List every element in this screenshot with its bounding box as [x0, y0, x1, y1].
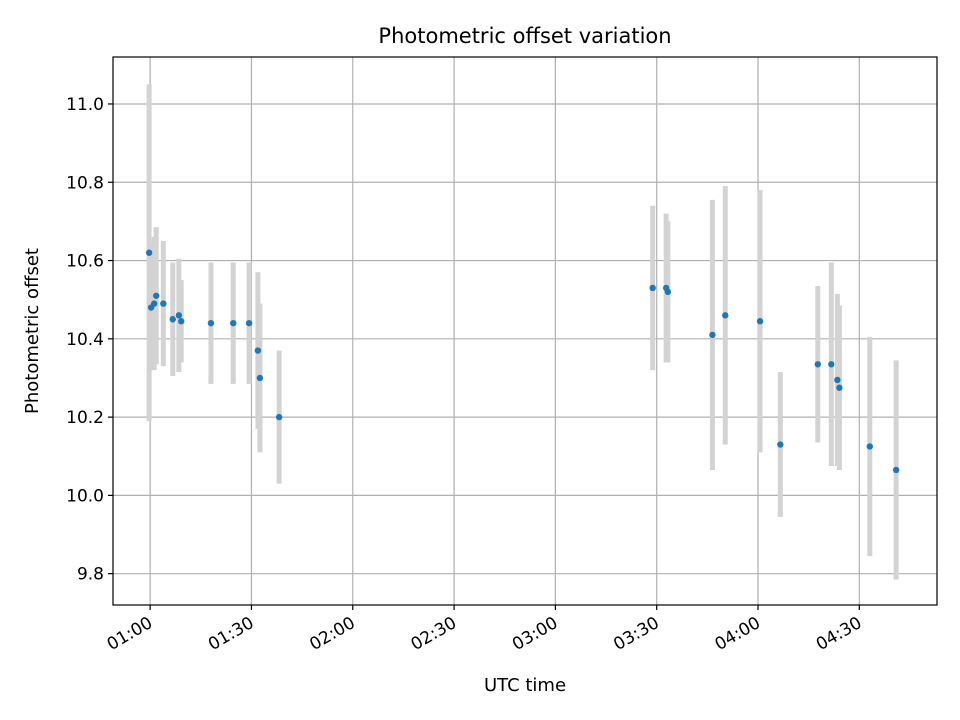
x-axis-label: UTC time	[484, 675, 566, 696]
data-point	[160, 300, 167, 307]
data-point	[664, 288, 672, 296]
data-point	[245, 319, 253, 327]
data-point	[828, 361, 835, 368]
data-point	[207, 319, 215, 327]
data-point	[866, 443, 873, 450]
y-tick-label: 10.6	[66, 252, 104, 272]
y-tick-label: 10.2	[66, 408, 104, 428]
chart-title: Photometric offset variation	[378, 24, 671, 48]
data-point	[153, 292, 160, 299]
data-point	[709, 331, 716, 339]
plot-area	[113, 57, 937, 605]
data-point	[756, 318, 764, 325]
data-point	[169, 316, 176, 323]
plot-frame	[112, 56, 938, 606]
data-point	[892, 466, 900, 474]
data-point	[834, 376, 841, 384]
data-point	[145, 249, 153, 256]
data-point	[230, 319, 237, 327]
data-point	[178, 318, 185, 325]
y-tick-label: 11.0	[66, 95, 104, 115]
data-point	[722, 312, 729, 319]
data-point	[175, 312, 183, 319]
y-axis-ticks: 9.8 10.0 10.2 10.4 10.6 10.8 11.0	[66, 95, 113, 585]
data-point	[649, 284, 656, 292]
data-point	[254, 347, 262, 354]
data-point	[814, 361, 821, 368]
y-axis-label: Photometric offset	[22, 248, 43, 414]
gridlines	[113, 57, 937, 605]
y-tick-label: 9.8	[77, 565, 104, 585]
data-point	[151, 300, 158, 307]
y-tick-label: 10.0	[66, 486, 104, 506]
data-point	[777, 441, 784, 448]
data-point	[836, 384, 843, 391]
y-tick-label: 10.8	[66, 173, 104, 193]
data-point	[256, 374, 264, 382]
data-point	[275, 413, 283, 421]
data-points	[145, 249, 900, 474]
y-tick-label: 10.4	[66, 330, 104, 350]
